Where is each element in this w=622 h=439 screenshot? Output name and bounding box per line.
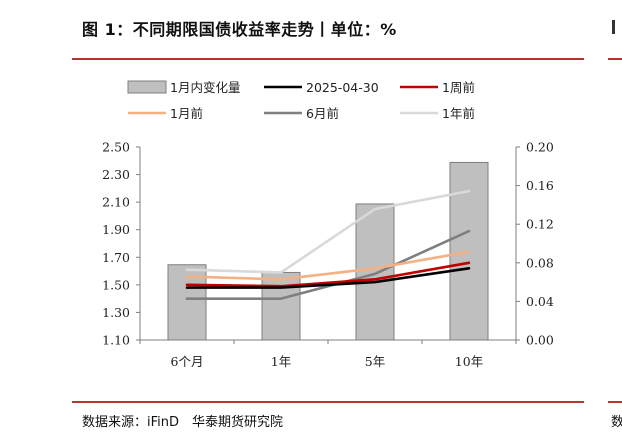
line-series-1年前 (185, 189, 471, 274)
right-axis-tick-label: 0.08 (526, 255, 554, 270)
legend-label: 2025-04-30 (306, 80, 379, 95)
bar-5年 (355, 203, 395, 341)
left-axis-tick-label: 1.30 (102, 305, 130, 320)
left-axis-tick-label: 1.50 (102, 277, 130, 292)
left-axis-tick-label: 1.70 (102, 250, 130, 265)
left-axis-tick-label: 1.10 (102, 333, 130, 348)
right-axis-tick-label: 0.00 (526, 333, 554, 348)
left-axis-tick-label: 2.50 (102, 140, 130, 155)
line-series-2025-04-30 (185, 267, 471, 289)
x-axis-label: 1年 (271, 354, 291, 369)
legend-label: 1月前 (170, 106, 203, 121)
legend-label: 1年前 (442, 106, 475, 121)
chart-axes: 1.10 1.30 1.50 1.70 1.90 2.10 2.30 2.50 0.00 0.04… (102, 140, 554, 370)
right-axis-tick-label: 0.12 (526, 217, 554, 232)
x-axis-label: 5年 (365, 354, 385, 369)
x-axis-label: 10年 (455, 354, 483, 369)
line-series (185, 189, 471, 300)
bar-1年 (261, 271, 301, 341)
left-axis-tick-label: 1.90 (102, 222, 130, 237)
right-axis-tick-label: 0.20 (526, 140, 554, 155)
x-axis-label: 6个月 (171, 354, 204, 369)
adjacent-panel-top-divider (608, 58, 622, 60)
adjacent-panel-source-fragment: 数 (611, 415, 622, 430)
data-source-note: 数据来源：iFinD 华泰期货研究院 (82, 415, 284, 430)
line-series-1月前 (185, 250, 471, 281)
right-axis-tick-label: 0.16 (526, 178, 554, 193)
right-axis-tick-label: 0.04 (526, 294, 554, 309)
legend-swatch-1月内变化量 (127, 80, 167, 94)
adjacent-panel-title-edge (612, 20, 615, 34)
bottom-divider (72, 401, 584, 403)
chart-legend: 1月内变化量 2025-04-30 1周前 1月前 6月前 1年前 (127, 80, 475, 121)
legend-label: 6月前 (306, 106, 339, 121)
left-axis-tick-label: 2.30 (102, 167, 130, 182)
line-series-1周前 (185, 261, 471, 288)
top-divider (72, 58, 584, 60)
legend-label: 1月内变化量 (170, 80, 240, 95)
left-axis-tick-label: 2.10 (102, 195, 130, 210)
legend-label: 1周前 (442, 80, 475, 95)
bar-series (167, 161, 489, 341)
chart-title: 图 1：不同期限国债收益率走势丨单位：% (82, 20, 397, 39)
line-series-6月前 (185, 229, 471, 300)
adjacent-panel-bottom-divider (608, 401, 622, 403)
